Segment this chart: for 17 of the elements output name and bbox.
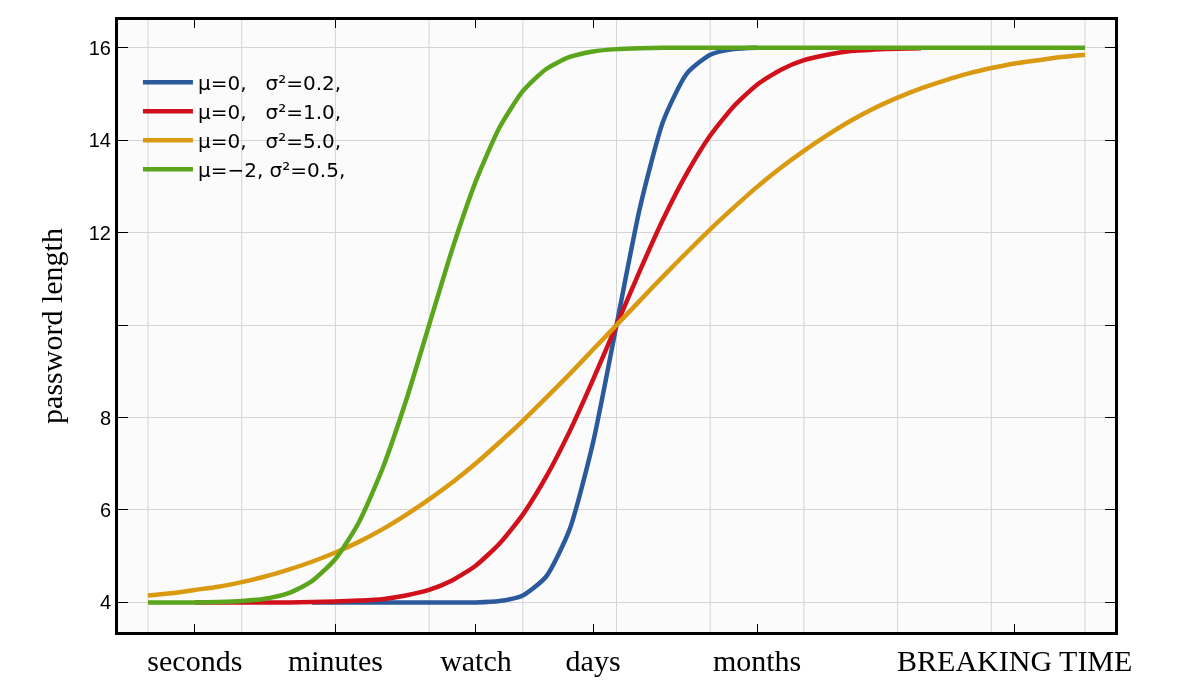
y-tick-label: 12 [88,221,111,244]
y-tick-label: 14 [88,129,111,152]
legend-label: μ=0, σ²=5.0, [197,129,342,154]
y-tick-label: 8 [99,406,111,429]
x-tick-label: watch [440,644,512,677]
x-tick-label: minutes [287,644,383,677]
legend-label: μ=0, σ²=0.2, [197,71,342,96]
y-tick-label: 6 [99,498,111,521]
x-tick-label: seconds [147,644,243,677]
y-tick-label: 16 [88,36,111,59]
x-tick-label: months [712,644,802,677]
y-tick-label: 4 [99,591,111,614]
x-tick-label: BREAKING TIME [897,644,1133,677]
legend-label: μ=−2, σ²=0.5, [197,158,346,183]
legend-label: μ=0, σ²=1.0, [197,100,342,125]
x-tick-label: days [565,644,621,677]
y-axis-title: password length [34,228,68,424]
